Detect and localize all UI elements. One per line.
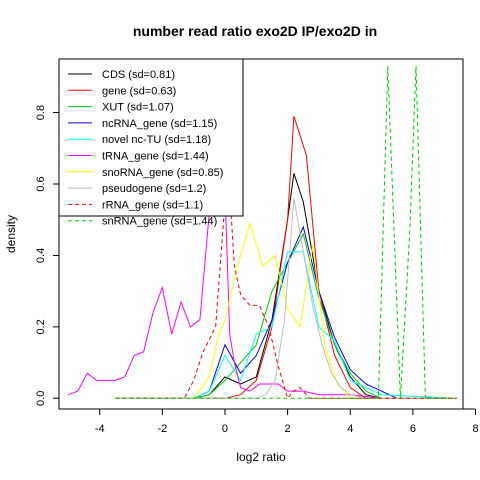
legend-label: CDS (sd=0.81) — [102, 69, 175, 81]
x-tick-label: 6 — [410, 423, 416, 435]
x-tick-label: -2 — [157, 423, 167, 435]
x-tick-label: 0 — [222, 423, 228, 435]
x-tick-label: 2 — [285, 423, 291, 435]
legend-label: snoRNA_gene (sd=0.85) — [102, 167, 223, 179]
x-tick-label: -4 — [95, 423, 105, 435]
legend-label: gene (sd=0.63) — [102, 85, 176, 97]
legend-label: XUT (sd=1.07) — [102, 102, 174, 114]
series-line-8 — [115, 190, 457, 400]
series-line-0 — [115, 173, 457, 399]
legend-label: pseudogene (sd=1.2) — [102, 183, 206, 195]
x-tick-label: 4 — [347, 423, 353, 435]
series-line-6 — [115, 221, 457, 399]
legend-label: novel nc-TU (sd=1.18) — [102, 134, 211, 146]
legend: CDS (sd=0.81) gene (sd=0.63) XUT (sd=1.07)… — [58, 58, 244, 228]
legend-label: ncRNA_gene (sd=1.15) — [102, 118, 217, 130]
chart-title: number read ratio exo2D IP/exo2D in — [133, 23, 377, 39]
y-tick-label: 0.2 — [35, 319, 47, 334]
series-line-3 — [115, 225, 457, 399]
y-axis-label: density — [4, 215, 18, 253]
y-tick-label: 0.6 — [35, 176, 47, 191]
x-axis-label: log2 ratio — [236, 450, 286, 464]
x-tick-label: 8 — [472, 423, 478, 435]
series-line-4 — [115, 251, 457, 399]
series-line-1 — [115, 115, 457, 399]
x-axis: -4 -2 0 2 4 6 8 — [95, 408, 479, 435]
legend-label: snRNA_gene (sd=1.44) — [102, 216, 217, 228]
legend-label: rRNA_gene (sd=1.1) — [102, 199, 203, 211]
y-tick-label: 0.4 — [35, 248, 47, 263]
y-tick-label: 0.8 — [35, 105, 47, 120]
legend-label: tRNA_gene (sd=1.44) — [102, 151, 209, 163]
legend-box — [58, 58, 244, 217]
y-tick-label: 0.0 — [35, 391, 47, 406]
